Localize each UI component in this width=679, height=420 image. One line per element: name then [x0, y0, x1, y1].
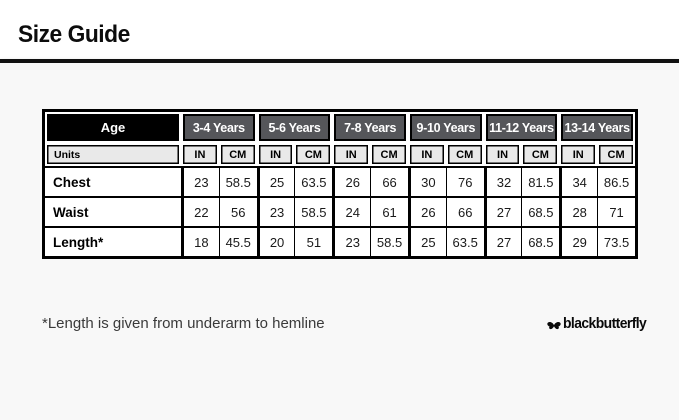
- size-value-cell: 24: [332, 196, 371, 226]
- row-label-length: Length*: [45, 226, 181, 256]
- size-value-cell: 68.5: [521, 196, 560, 226]
- page-title: Size Guide: [18, 21, 130, 48]
- size-value-cell: 18: [181, 226, 219, 256]
- unit-cm-cell: CM: [597, 143, 635, 166]
- age-group-header: 3-4 Years: [181, 112, 257, 143]
- size-value-cell: 71: [597, 196, 635, 226]
- size-value-cell: 26: [332, 166, 371, 196]
- unit-in-cell: IN: [181, 143, 219, 166]
- units-row: Units IN CM IN CM IN CM IN CM IN CM IN C…: [45, 143, 635, 166]
- unit-in-cell: IN: [559, 143, 598, 166]
- size-value-cell: 32: [483, 166, 522, 196]
- size-value-cell: 23: [256, 196, 295, 226]
- size-value-cell: 22: [181, 196, 219, 226]
- row-label-waist: Waist: [45, 196, 181, 226]
- brand-logo: blackbutterfly: [547, 316, 650, 332]
- age-group-header: 5-6 Years: [256, 112, 333, 143]
- size-value-cell: 63.5: [294, 166, 333, 196]
- size-value-cell: 66: [370, 166, 408, 196]
- size-value-cell: 68.5: [521, 226, 560, 256]
- unit-cm-cell: CM: [521, 143, 560, 166]
- size-value-cell: 51: [294, 226, 333, 256]
- table-row: Length* 18 45.5 20 51 23 58.5 25 63.5 27…: [45, 226, 635, 256]
- size-value-cell: 58.5: [294, 196, 333, 226]
- size-value-cell: 27: [483, 196, 522, 226]
- unit-cm-cell: CM: [294, 143, 333, 166]
- age-group-header: 11-12 Years: [483, 112, 560, 143]
- unit-cm-cell: CM: [218, 143, 257, 166]
- age-header-cell: Age: [45, 112, 181, 143]
- size-value-cell: 26: [407, 196, 446, 226]
- size-value-cell: 28: [559, 196, 598, 226]
- size-value-cell: 73.5: [597, 226, 635, 256]
- title-divider: [0, 59, 679, 63]
- unit-in-cell: IN: [407, 143, 446, 166]
- size-value-cell: 63.5: [445, 226, 484, 256]
- size-value-cell: 20: [256, 226, 295, 256]
- units-label-cell: Units: [45, 143, 181, 166]
- unit-in-cell: IN: [256, 143, 295, 166]
- age-group-header: 7-8 Years: [332, 112, 408, 143]
- brand-name: blackbutterfly: [563, 316, 647, 332]
- size-guide-panel: Age 3-4 Years 5-6 Years 7-8 Years 9-10 Y…: [0, 63, 679, 420]
- size-value-cell: 23: [332, 226, 371, 256]
- length-footnote: *Length is given from underarm to hemlin…: [42, 315, 325, 332]
- row-label-chest: Chest: [45, 166, 181, 196]
- unit-cm-cell: CM: [445, 143, 484, 166]
- size-value-cell: 86.5: [597, 166, 635, 196]
- size-value-cell: 81.5: [521, 166, 560, 196]
- size-value-cell: 23: [181, 166, 219, 196]
- age-group-header: 13-14 Years: [559, 112, 635, 143]
- size-value-cell: 30: [407, 166, 446, 196]
- size-value-cell: 58.5: [218, 166, 257, 196]
- size-guide-table: Age 3-4 Years 5-6 Years 7-8 Years 9-10 Y…: [42, 109, 638, 259]
- size-value-cell: 58.5: [370, 226, 408, 256]
- unit-cm-cell: CM: [370, 143, 408, 166]
- title-bar: Size Guide: [0, 0, 679, 59]
- size-value-cell: 25: [407, 226, 446, 256]
- table-row: Waist 22 56 23 58.5 24 61 26 66 27 68.5 …: [45, 196, 635, 226]
- size-value-cell: 29: [559, 226, 598, 256]
- butterfly-icon: [547, 319, 561, 330]
- size-value-cell: 25: [256, 166, 295, 196]
- size-value-cell: 76: [445, 166, 484, 196]
- size-value-cell: 45.5: [218, 226, 257, 256]
- age-group-header: 9-10 Years: [407, 112, 484, 143]
- unit-in-cell: IN: [332, 143, 371, 166]
- size-value-cell: 61: [370, 196, 408, 226]
- unit-in-cell: IN: [483, 143, 522, 166]
- size-value-cell: 27: [483, 226, 522, 256]
- table-header-row: Age 3-4 Years 5-6 Years 7-8 Years 9-10 Y…: [45, 112, 635, 143]
- size-value-cell: 56: [218, 196, 257, 226]
- size-value-cell: 34: [559, 166, 598, 196]
- table-row: Chest 23 58.5 25 63.5 26 66 30 76 32 81.…: [45, 166, 635, 196]
- size-value-cell: 66: [445, 196, 484, 226]
